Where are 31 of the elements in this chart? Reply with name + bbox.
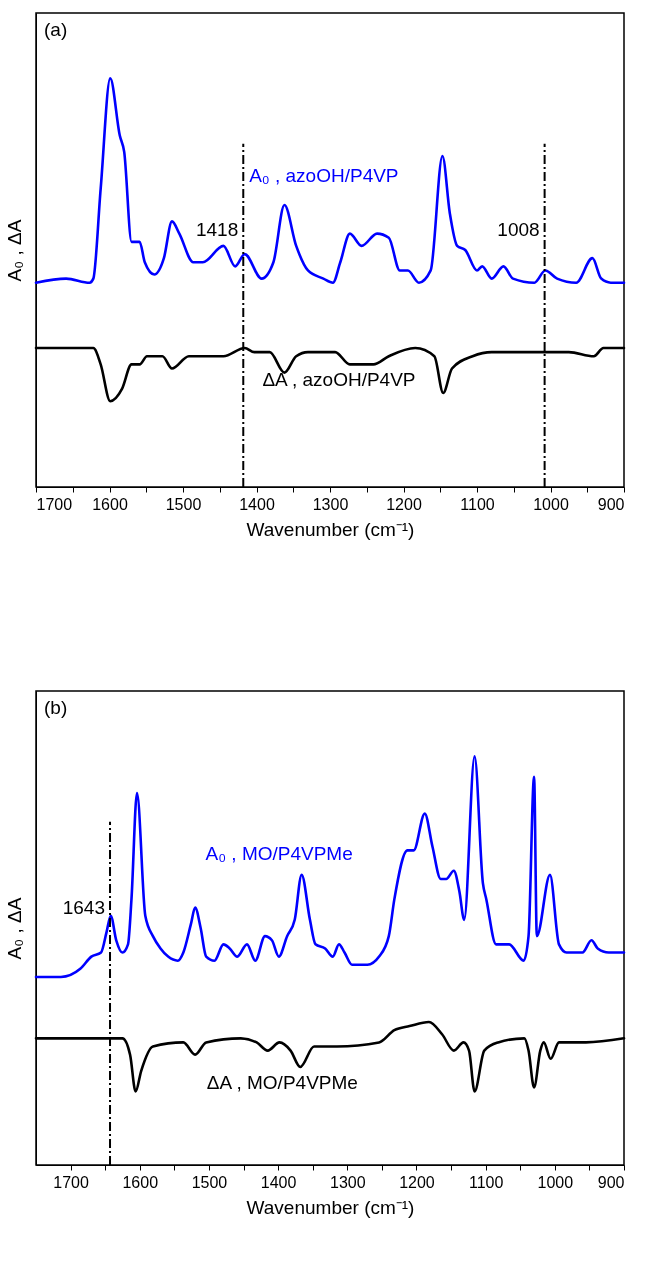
series-label: ΔA , azoOH/P4VP [262,368,416,390]
x-tick-label: 1400 [260,1173,297,1191]
series-label: ΔA , MO/P4VPMe [206,1072,358,1094]
x-tick-label: 1500 [191,1173,228,1191]
x-tick-label: 1300 [330,1173,366,1191]
text: A₀ , azoOH/P4VP [249,165,399,187]
series-label: A₀ , MO/P4VPMe [205,843,353,865]
x-tick-label: 1600 [92,495,128,513]
x-tick-label: 1100 [468,1173,504,1191]
ref-line-label: 1643 [62,896,106,918]
x-tick-label: 1100 [460,495,495,513]
x-tick-label: 1600 [122,1173,159,1191]
x-tick-label: 1400 [239,495,275,513]
x-tick-label: 1300 [312,495,349,513]
x-tick-label: 1200 [386,495,422,513]
chart-title: (b) [44,697,68,718]
x-tick-label: 1200 [399,1173,435,1191]
x-tick-label: 1700 [53,1173,89,1191]
x-tick-label: 1000 [537,1173,574,1191]
x-tick-label: 900 [597,495,625,513]
ref-line-label: 1418 [195,218,239,240]
y-axis-title: A₀ , ΔA [3,897,25,960]
x-tick-label: 900 [597,1173,625,1191]
chart-title: (a) [44,19,68,40]
x-tick-label: 1700 [36,495,73,513]
x-tick-label: 1500 [165,495,202,513]
ref-line-label: 1008 [497,218,540,240]
x-tick-label: 1000 [533,495,569,513]
y-axis-title: A₀ , ΔA [3,219,25,282]
x-axis-title: Wavenumber (cm⁻¹) [246,518,415,540]
x-axis-title: Wavenumber (cm⁻¹) [246,1196,415,1218]
